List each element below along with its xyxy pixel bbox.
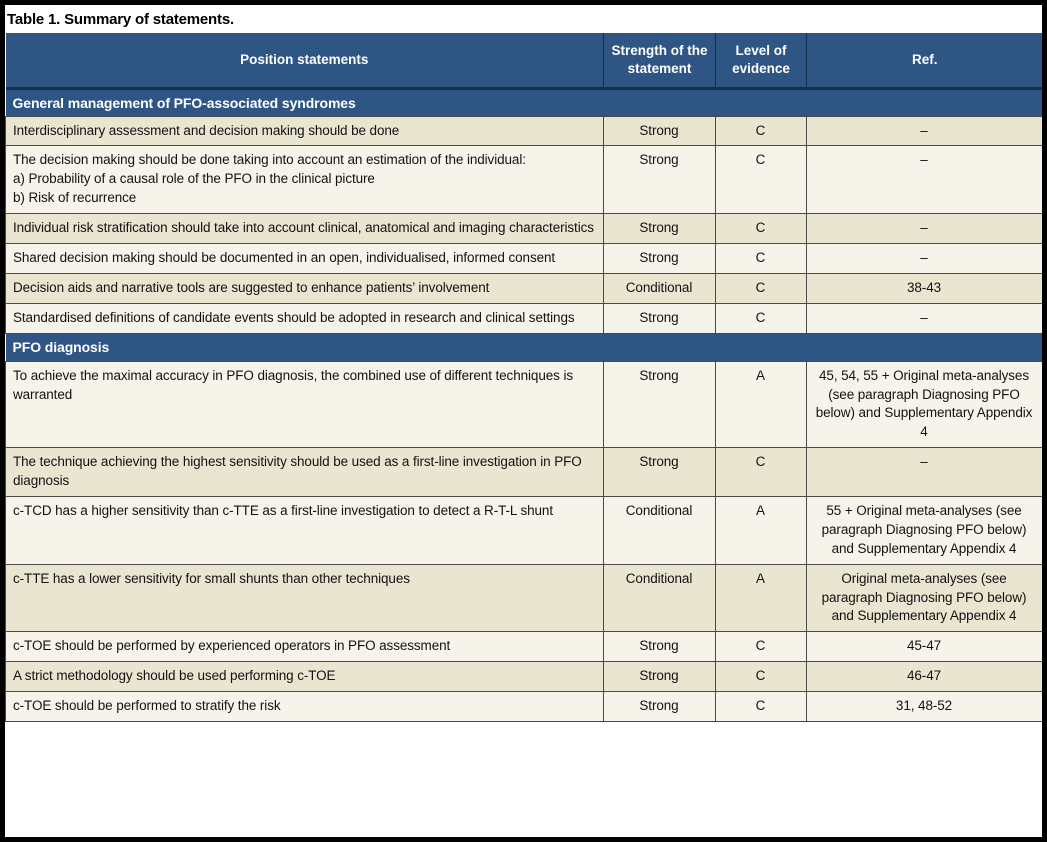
column-header-ref: Ref.: [806, 33, 1042, 88]
statement-cell: The technique achieving the highest sens…: [5, 447, 604, 497]
ref-cell: –: [806, 115, 1042, 147]
strength-cell: Strong: [603, 213, 716, 244]
statement-cell: Standardised definitions of candidate ev…: [5, 302, 604, 334]
ref-cell: 45, 54, 55 + Original meta-analyses (see…: [806, 360, 1042, 449]
ref-cell: 31, 48-52: [806, 691, 1042, 722]
statement-cell: c-TTE has a lower sensitivity for small …: [5, 563, 604, 633]
section-header-row: PFO diagnosis: [5, 332, 1042, 362]
level-cell: C: [715, 661, 807, 693]
ref-cell: 38-43: [806, 272, 1042, 304]
statement-cell: Interdisciplinary assessment and decisio…: [5, 115, 604, 147]
statement-cell: Shared decision making should be documen…: [5, 242, 604, 274]
statement-cell: The decision making should be done takin…: [5, 145, 604, 215]
level-cell: C: [715, 145, 807, 215]
strength-cell: Strong: [603, 631, 716, 663]
strength-cell: Conditional: [603, 272, 716, 304]
statement-cell: c-TOE should be performed by experienced…: [5, 631, 604, 663]
table-row: Individual risk stratification should ta…: [5, 213, 1042, 244]
level-cell: C: [715, 302, 807, 334]
strength-cell: Conditional: [603, 495, 716, 565]
statement-cell: To achieve the maximal accuracy in PFO d…: [5, 360, 604, 449]
level-cell: A: [715, 495, 807, 565]
ref-cell: 55 + Original meta-analyses (see paragra…: [806, 495, 1042, 565]
strength-cell: Strong: [603, 447, 716, 497]
table-row: c-TOE should be performed by experienced…: [5, 631, 1042, 663]
table-row: c-TOE should be performed to stratify th…: [5, 691, 1042, 722]
table-body: General management of PFO-associated syn…: [5, 87, 1042, 722]
table-row: To achieve the maximal accuracy in PFO d…: [5, 360, 1042, 449]
section-header: General management of PFO-associated syn…: [5, 87, 1042, 117]
strength-cell: Strong: [603, 691, 716, 722]
ref-cell: –: [806, 213, 1042, 244]
statement-cell: c-TOE should be performed to stratify th…: [5, 691, 604, 722]
table-title: Table 1. Summary of statements.: [7, 10, 234, 28]
ref-cell: Original meta-analyses (see paragraph Di…: [806, 563, 1042, 633]
strength-cell: Strong: [603, 115, 716, 147]
table-row: The technique achieving the highest sens…: [5, 447, 1042, 497]
strength-cell: Strong: [603, 302, 716, 334]
ref-cell: –: [806, 447, 1042, 497]
statement-cell: Decision aids and narrative tools are su…: [5, 272, 604, 304]
level-cell: C: [715, 447, 807, 497]
table-row: c-TCD has a higher sensitivity than c-TT…: [5, 495, 1042, 565]
level-cell: C: [715, 272, 807, 304]
level-cell: C: [715, 213, 807, 244]
table-row: c-TTE has a lower sensitivity for small …: [5, 563, 1042, 633]
statements-table: Position statements Strength of the stat…: [5, 33, 1042, 722]
section-header: PFO diagnosis: [5, 332, 1042, 362]
strength-cell: Strong: [603, 360, 716, 449]
column-header-position-statements: Position statements: [5, 33, 604, 88]
column-header-strength: Strength of the statement: [603, 33, 716, 88]
table-row: Shared decision making should be documen…: [5, 242, 1042, 274]
ref-cell: –: [806, 242, 1042, 274]
level-cell: C: [715, 631, 807, 663]
table-title-bar: Table 1. Summary of statements.: [5, 5, 1042, 33]
ref-cell: –: [806, 145, 1042, 215]
table-row: Decision aids and narrative tools are su…: [5, 272, 1042, 304]
section-header-row: General management of PFO-associated syn…: [5, 87, 1042, 117]
table-row: The decision making should be done takin…: [5, 145, 1042, 215]
column-header-level-of-evidence: Level of evidence: [715, 33, 807, 88]
strength-cell: Strong: [603, 145, 716, 215]
table-header-row: Position statements Strength of the stat…: [5, 33, 1042, 88]
strength-cell: Strong: [603, 242, 716, 274]
table-row: Standardised definitions of candidate ev…: [5, 302, 1042, 334]
table-row: Interdisciplinary assessment and decisio…: [5, 115, 1042, 147]
ref-cell: –: [806, 302, 1042, 334]
statement-cell: A strict methodology should be used perf…: [5, 661, 604, 693]
ref-cell: 46-47: [806, 661, 1042, 693]
statement-cell: c-TCD has a higher sensitivity than c-TT…: [5, 495, 604, 565]
level-cell: C: [715, 115, 807, 147]
table-header: Position statements Strength of the stat…: [5, 33, 1042, 88]
level-cell: A: [715, 563, 807, 633]
strength-cell: Conditional: [603, 563, 716, 633]
table-row: A strict methodology should be used perf…: [5, 661, 1042, 693]
statement-cell: Individual risk stratification should ta…: [5, 213, 604, 244]
level-cell: A: [715, 360, 807, 449]
ref-cell: 45-47: [806, 631, 1042, 663]
strength-cell: Strong: [603, 661, 716, 693]
level-cell: C: [715, 242, 807, 274]
level-cell: C: [715, 691, 807, 722]
